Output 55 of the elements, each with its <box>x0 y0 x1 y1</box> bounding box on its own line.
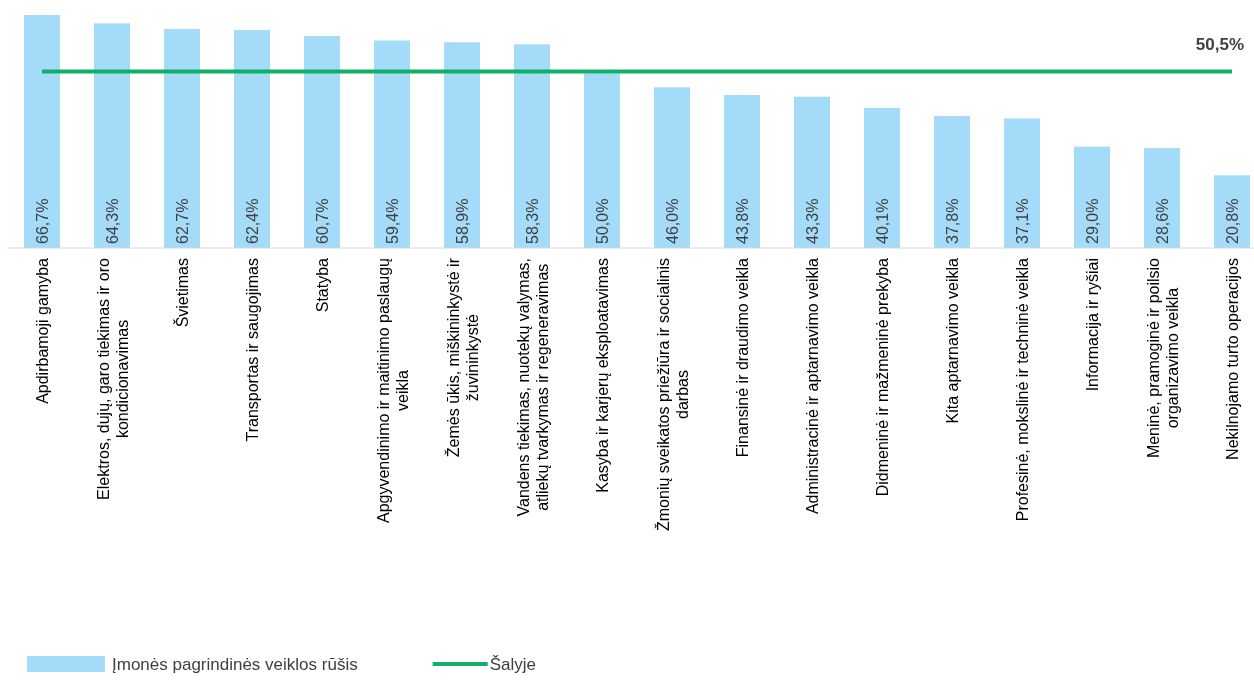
bar <box>234 30 270 248</box>
x-tick-label: Elektros, dujų, garo tiekimas ir oro kondicionavimas <box>94 257 131 500</box>
bar <box>584 73 620 248</box>
bar <box>304 35 340 248</box>
x-tick-label: Apgyvendinimo ir maitinimo paslaugų veikla <box>374 257 411 524</box>
legend-label: Šalyje <box>489 655 536 674</box>
data-label: 37,8% <box>944 198 961 244</box>
data-label: 59,4% <box>384 198 401 244</box>
x-tick-label: Nekilnojamo turto operacijos <box>1224 258 1241 460</box>
data-label: 50,5% <box>1195 34 1244 54</box>
x-tick-label: Profesinė, mokslinė ir techninė veikla <box>1014 257 1031 522</box>
data-label: 37,1% <box>1014 198 1031 244</box>
x-tick-label: Finansinė ir draudimo veikla <box>734 257 751 458</box>
bar <box>374 40 410 248</box>
x-tick-label: Didmeninė ir mažmeninė prekyba <box>874 257 891 497</box>
data-label: 64,3% <box>104 198 121 244</box>
data-label: 29,0% <box>1084 198 1101 244</box>
x-tick-label: Transportas ir saugojimas <box>244 258 261 442</box>
bar <box>514 44 550 248</box>
bar <box>164 28 200 248</box>
bar <box>1144 148 1180 248</box>
bar <box>24 15 60 248</box>
data-label: 66,7% <box>34 198 51 244</box>
data-label: 62,7% <box>174 198 191 244</box>
data-label: 28,6% <box>1154 198 1171 244</box>
data-label: 43,8% <box>734 198 751 244</box>
data-label: 43,3% <box>804 198 821 244</box>
bar <box>444 42 480 248</box>
x-tick-label: Vandens tiekimas, nuotekų valymas, atliekų tvarkymas ir regeneravimas <box>514 258 551 517</box>
bar <box>724 95 760 248</box>
bar <box>1004 118 1040 248</box>
data-label: 46,0% <box>664 198 681 244</box>
legend-label: Įmonės pagrindinės veiklos rūšis <box>112 655 358 674</box>
data-label: 62,4% <box>244 198 261 244</box>
data-label: 40,1% <box>874 198 891 244</box>
bar <box>794 96 830 248</box>
bar <box>94 23 130 248</box>
bar <box>864 107 900 248</box>
x-tick-label: Žmonių sveikatos priežiūra ir socialinis darbas <box>653 258 691 531</box>
data-label: 58,9% <box>454 198 471 244</box>
data-label: 60,7% <box>314 198 331 244</box>
x-tick-label: Statyba <box>314 257 331 313</box>
data-label: 58,3% <box>524 198 541 244</box>
x-tick-label: Apdirbamoji gamyba <box>34 257 51 404</box>
x-tick-label: Kasyba ir karjerų eksploatavimas <box>594 258 611 493</box>
bar <box>1074 146 1110 248</box>
data-label: 50,0% <box>594 198 611 244</box>
x-tick-label: Administracinė ir aptarnavimo veikla <box>804 257 821 515</box>
data-label: 20,8% <box>1224 198 1241 244</box>
x-tick-label: Meninė, pramoginė ir poilsio organizavimo veikla <box>1144 257 1181 459</box>
bar <box>654 87 690 248</box>
x-tick-label: Švietimas <box>173 258 191 328</box>
x-tick-label: Informacija ir ryšiai <box>1084 258 1101 392</box>
bar <box>934 115 970 248</box>
x-tick-label: Kita aptarnavimo veikla <box>944 257 961 424</box>
